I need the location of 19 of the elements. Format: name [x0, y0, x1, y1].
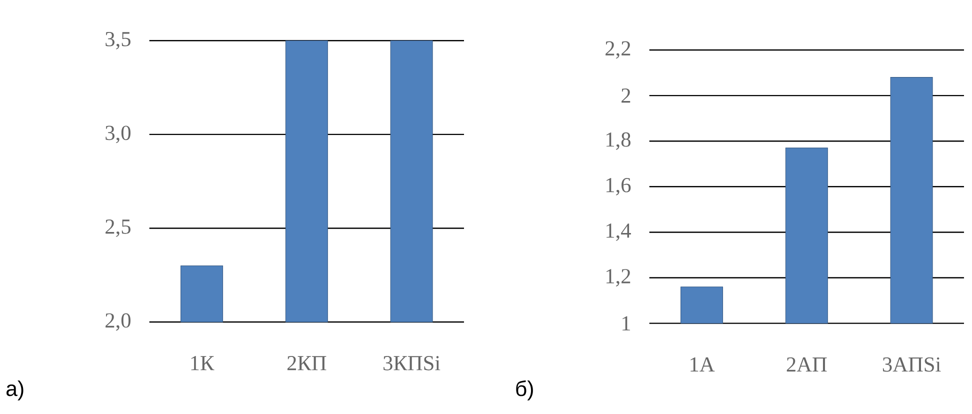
text: а): [6, 380, 24, 400]
text: б): [516, 380, 533, 400]
x-tick-label: 3АПSi: [882, 357, 941, 372]
y-tick-label: 1: [622, 316, 630, 330]
y-tick-label: 2,0: [106, 313, 130, 331]
y-tick-label: 2,5: [106, 220, 130, 237]
x-tick-label: 3КПSi: [384, 356, 440, 370]
x-tick-label: 2АП: [786, 357, 827, 372]
x-tick-label: 1А: [690, 357, 715, 372]
y-tick-label: 1,4: [606, 224, 631, 241]
y-tick-label: 2: [622, 88, 630, 103]
x-tick-label: 1К: [191, 356, 214, 370]
y-tick-label: 1,8: [606, 132, 630, 150]
y-tick-label: 1,6: [606, 178, 631, 196]
y-tick-label: 3,5: [106, 32, 130, 50]
y-tick-label: 1,2: [606, 269, 630, 286]
x-tick-label: 2КП: [287, 356, 326, 370]
y-tick-label: 2,2: [606, 41, 630, 59]
y-tick-label: 3,0: [106, 126, 130, 144]
